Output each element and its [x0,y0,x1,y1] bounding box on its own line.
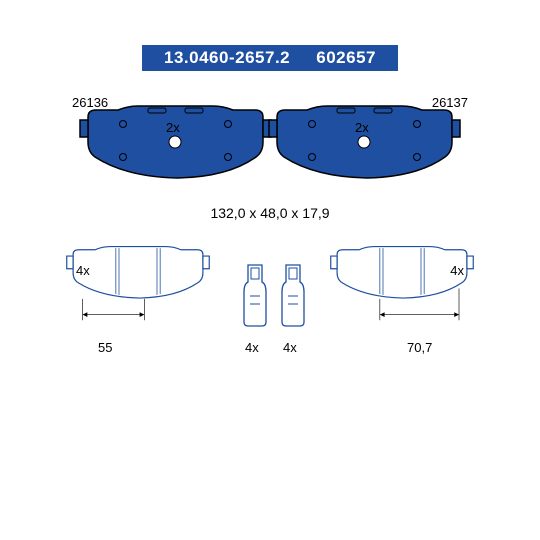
clip-left [240,260,270,330]
shim-row: 4x 55 4x 70,7 [0,245,540,380]
brake-pad-left: 2x [78,102,273,184]
header-bar: 13.0460-2657.2 602657 [142,45,398,71]
brake-pad-row: 2x 2x [0,102,540,212]
clip-left-qty: 4x [245,340,259,355]
shim-left: 4x 55 [48,245,228,340]
pad-left-qty: 2x [166,120,180,135]
shim-right-dim: 70,7 [407,340,432,355]
ref-number: 602657 [316,48,376,67]
shim-right-qty: 4x [450,263,464,278]
dimensions-text: 132,0 x 48,0 x 17,9 [0,205,540,221]
clip-right [278,260,308,330]
part-number: 13.0460-2657.2 [164,48,290,67]
shim-left-qty: 4x [76,263,90,278]
shim-right: 4x 70,7 [312,245,492,340]
pad-right-qty: 2x [355,120,369,135]
brake-pad-right: 2x [267,102,462,184]
clip-right-qty: 4x [283,340,297,355]
shim-left-dim: 55 [98,340,112,355]
